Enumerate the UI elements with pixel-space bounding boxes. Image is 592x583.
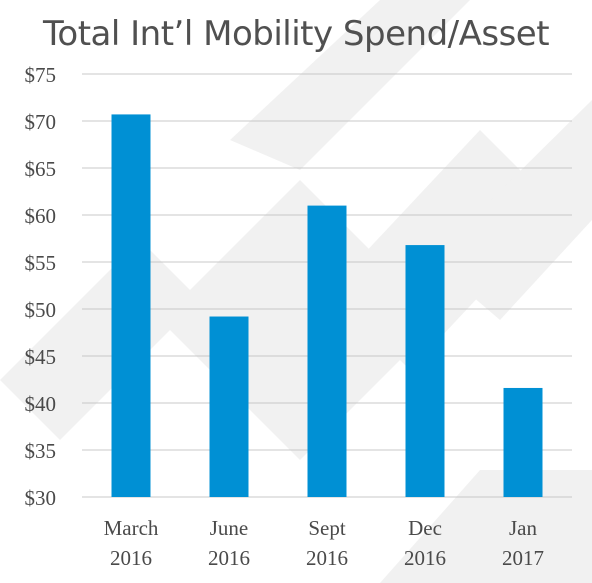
y-tick-label: $65 xyxy=(25,157,57,181)
x-tick-label: Jan xyxy=(509,516,537,540)
x-tick-label: 2017 xyxy=(502,546,544,570)
bg-stripe xyxy=(380,470,592,583)
y-tick-label: $70 xyxy=(25,110,57,134)
x-axis-ticks: March 2016 June 2016 Sept 2016 Dec 2016 Jan 2017 xyxy=(104,516,544,570)
x-tick-label: June xyxy=(210,516,249,540)
x-tick-label: 2016 xyxy=(208,546,250,570)
x-tick-label: Dec xyxy=(408,516,442,540)
y-tick-label: $45 xyxy=(25,345,57,369)
x-tick-label: March xyxy=(104,516,159,540)
bar xyxy=(405,245,445,497)
x-tick-label: 2016 xyxy=(306,546,348,570)
bg-stripe xyxy=(230,0,470,170)
y-axis-ticks: $30 $35 $40 $45 $50 $55 $60 $65 $70 $75 xyxy=(25,63,57,510)
bar xyxy=(111,114,151,498)
y-tick-label: $55 xyxy=(25,251,57,275)
bar xyxy=(209,316,249,497)
bar xyxy=(503,387,543,497)
y-tick-label: $30 xyxy=(25,486,57,510)
bars xyxy=(111,114,543,498)
x-tick-label: Sept xyxy=(308,516,346,540)
y-tick-label: $60 xyxy=(25,204,57,228)
y-tick-label: $75 xyxy=(25,63,57,87)
y-tick-label: $40 xyxy=(25,392,57,416)
bg-stripe xyxy=(430,100,592,320)
y-tick-label: $50 xyxy=(25,298,57,322)
x-tick-label: 2016 xyxy=(110,546,152,570)
x-tick-label: 2016 xyxy=(404,546,446,570)
bar xyxy=(307,205,347,497)
y-tick-label: $35 xyxy=(25,439,57,463)
chart-title: Total Int’l Mobility Spend/Asset xyxy=(42,14,550,54)
